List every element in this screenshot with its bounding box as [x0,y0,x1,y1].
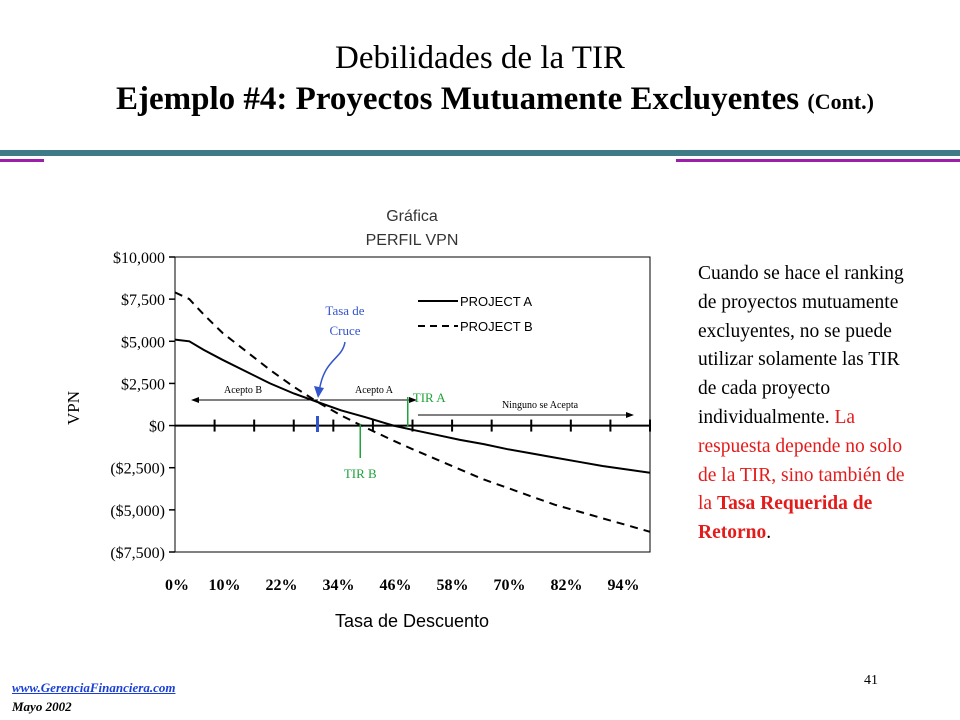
series-line-project-b [174,291,651,533]
x-axis-label: Tasa de Descuento [335,611,489,631]
series-line-project-a [174,338,651,474]
y-tick-label-7: ($7,500) [110,545,165,562]
acepto-b-label: Acepto B [224,385,262,396]
title-rule-teal [0,150,960,156]
plot-frame [174,256,651,553]
y-tick-label-5: ($2,500) [110,461,165,478]
x-tick-label-6: 70% [494,577,526,594]
y-axis-label: VPN [64,391,83,425]
y-tick-label-3: $2,500 [121,376,165,393]
y-tick-label-0: $10,000 [113,250,165,267]
acepto-a-label: Acepto A [355,385,394,396]
x-tick-label-5: 58% [437,577,469,594]
legend-label-1: PROJECT B [460,319,533,334]
x-tick-label-4: 46% [380,577,412,594]
title-rule-gap [44,159,676,162]
legend-label-0: PROJECT A [460,294,532,309]
tir-a-label: TIR A [413,390,446,405]
explanation-text: Cuando se hace el ranking de proyectos m… [698,260,918,548]
ninguno-arrowhead [626,412,634,418]
y-tick-label-6: ($5,000) [110,503,165,520]
acepto-a-arrowhead [409,397,417,403]
slide-subtitle: Ejemplo #4: Proyectos Mutuamente Excluye… [0,78,960,123]
slide-subtitle-cont: (Cont.) [807,89,874,114]
explanation-end: . [766,522,772,544]
slide-title: Debilidades de la TIR [335,40,625,76]
x-tick-label-3: 34% [323,577,355,594]
footer-url-link[interactable]: www.GerenciaFinanciera.com [12,680,176,695]
page-number: 41 [864,673,878,688]
y-tick-label-4: $0 [149,419,165,436]
x-tick-label-1: 10% [209,577,241,594]
tasa-cruce-label-line1: Tasa de [325,303,364,318]
footer-date: Mayo 2002 [12,699,72,714]
tasa-cruce-arrowhead [314,386,324,398]
x-tick-label-2: 22% [266,577,298,594]
explanation-black: Cuando se hace el ranking de proyectos m… [698,263,904,428]
explanation-bold: Tasa Requerida de Retorno [698,493,873,544]
acepto-b-arrowhead [191,397,199,403]
chart-subtitle: PERFIL VPN [366,232,459,249]
tasa-cruce-arrow [318,341,346,393]
x-tick-label-0: 0% [165,577,189,594]
explanation-red: La respuesta depende no solo de la TIR, … [698,406,905,515]
tir-b-label: TIR B [344,466,377,481]
slide-subtitle-text: Ejemplo #4: Proyectos Mutuamente Excluye… [116,81,800,117]
chart-title: Gráfica [386,208,438,225]
ninguno-label: Ninguno se Acepta [502,400,579,411]
x-tick-label-7: 82% [551,577,583,594]
x-tick-label-8: 94% [608,577,640,594]
y-tick-label-2: $5,000 [121,334,165,351]
y-tick-label-1: $7,500 [121,292,165,309]
tasa-cruce-label-line2: Cruce [329,323,360,338]
